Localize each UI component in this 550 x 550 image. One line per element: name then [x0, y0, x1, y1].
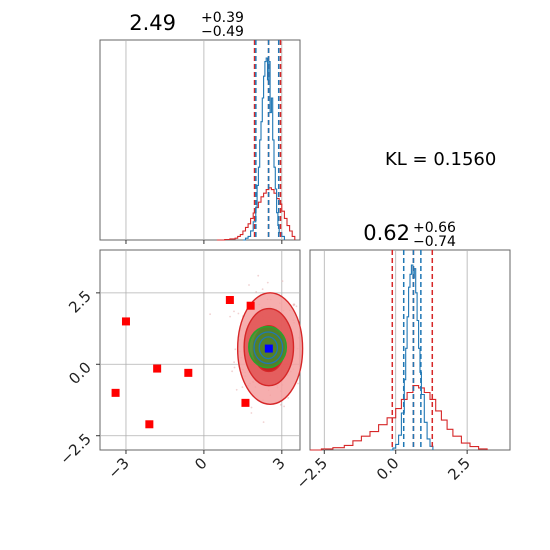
sample-point	[292, 303, 295, 306]
red-square-point	[246, 301, 255, 310]
param1-title-value: 2.49	[129, 11, 176, 35]
red-square-point	[153, 364, 162, 373]
sample-point	[233, 361, 236, 364]
sample-point	[209, 313, 212, 316]
red-square-point	[145, 420, 154, 429]
quantile-lines	[391, 250, 434, 450]
kl-label: KL = 0.1560	[385, 149, 496, 170]
sample-point	[266, 281, 269, 284]
blue-contour	[253, 331, 284, 365]
sample-point	[229, 315, 232, 318]
red-square-point	[121, 317, 130, 326]
x-tick-label: 0.0	[373, 454, 403, 484]
x-tick-label: 0	[191, 454, 210, 473]
sample-point	[250, 406, 253, 409]
sample-point	[262, 421, 265, 423]
histograms	[310, 264, 488, 451]
red-square-point	[225, 296, 234, 304]
param2-title-plus: +0.66	[413, 220, 456, 236]
sample-point	[283, 405, 285, 408]
ticks	[125, 240, 283, 244]
sample-point	[255, 291, 258, 293]
joint-density-panel: −3 0 3 −2.5 0.0 2.5	[56, 249, 304, 482]
param2-title-value: 0.62	[363, 221, 410, 245]
x-tick-label: −2.5	[293, 454, 331, 492]
sample-point	[295, 305, 298, 308]
x-tick-label: 2.5	[444, 454, 474, 484]
param1-title-plus: +0.39	[201, 10, 244, 26]
ticks: −2.5 0.0 2.5	[293, 450, 474, 493]
truth-point	[264, 344, 273, 353]
red-square-point	[184, 368, 193, 377]
param1-title-minus: −0.49	[201, 24, 244, 40]
param1-histogram-panel	[99, 39, 301, 244]
y-tick-label: −2.5	[56, 430, 94, 468]
blue-contour	[258, 336, 279, 360]
scatter-squares	[111, 296, 273, 429]
sample-point	[233, 310, 235, 313]
param2-histogram-panel: −2.5 0.0 2.5	[293, 249, 511, 493]
sample-point	[261, 288, 264, 291]
red-histogram	[216, 187, 296, 241]
y-tick-label: 2.5	[65, 287, 95, 317]
sample-point	[281, 280, 284, 282]
sample-point	[237, 312, 240, 315]
sample-point	[231, 370, 234, 373]
blue-histogram	[390, 264, 434, 451]
sample-point	[257, 274, 260, 277]
sample-point	[241, 386, 244, 388]
panel-frame	[99, 39, 301, 241]
red-square-point	[241, 398, 250, 407]
sample-point	[234, 348, 237, 351]
quantile-lines	[253, 40, 282, 240]
x-tick-label: 3	[269, 454, 288, 473]
red-square-point	[111, 388, 120, 397]
red-histogram	[310, 385, 488, 451]
x-tick-label: −3	[104, 454, 132, 482]
sample-point	[248, 284, 250, 286]
y-tick-label: 0.0	[65, 358, 95, 388]
sample-point	[279, 403, 282, 406]
sample-point	[250, 412, 253, 414]
param2-title-minus: −0.74	[413, 234, 456, 250]
sample-point	[297, 382, 299, 385]
histograms	[216, 57, 296, 241]
sample-point	[235, 388, 238, 391]
blue-histogram	[242, 57, 285, 241]
sample-point	[233, 366, 236, 369]
sample-point	[287, 397, 290, 399]
